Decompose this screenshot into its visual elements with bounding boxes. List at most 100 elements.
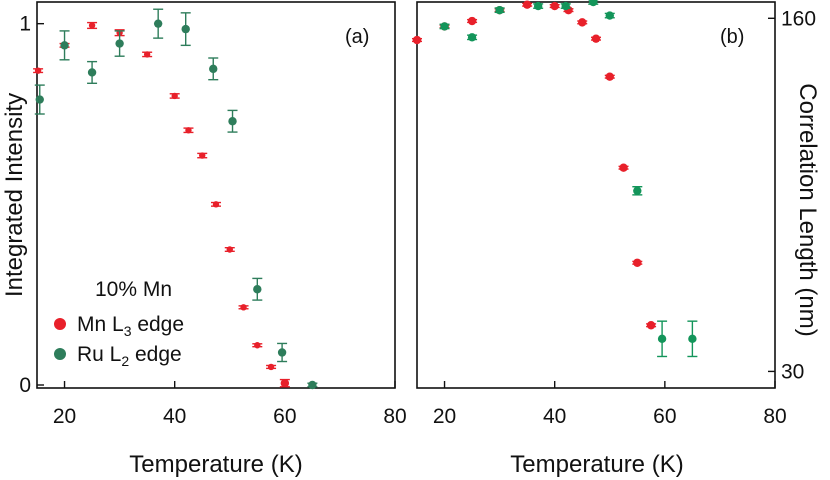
panel-b-mn-point	[604, 72, 615, 81]
marker	[212, 201, 220, 208]
panel-b-ru-point	[632, 186, 643, 196]
panel-a-mn-point	[266, 363, 277, 371]
marker	[181, 24, 190, 34]
panel-b-mn-point	[412, 35, 422, 45]
panel-a-frame	[36, 1, 396, 389]
panel-a-mn-point	[224, 246, 235, 253]
legend-mn-prefix: Mn L	[77, 313, 124, 336]
panel-a-mn-point	[279, 378, 290, 388]
panel-a-ticks: 20 40 60 80 0 1	[19, 13, 406, 428]
marker	[633, 258, 642, 267]
marker	[591, 34, 601, 43]
panel-a-mn-point	[33, 67, 44, 74]
marker	[578, 18, 587, 27]
x-tick-label: 40	[543, 405, 566, 428]
marker	[115, 39, 124, 48]
panel-a-x-axis-label: Temperature (K)	[129, 451, 302, 478]
panel-a-y-axis-label: Integrated Intensity	[1, 93, 28, 297]
marker	[605, 11, 614, 20]
panel-a-mn-point	[252, 342, 263, 349]
y-tick-label: 1	[19, 13, 31, 36]
legend-ru-marker	[54, 348, 66, 360]
marker	[240, 304, 247, 311]
x-tick-label: 60	[653, 405, 676, 428]
panel-a-ru-point	[87, 60, 98, 84]
panel-b-ru-point	[494, 5, 505, 15]
panel-b-ticks: 20 40 60 80 30 160	[433, 7, 816, 428]
panel-b-ru-point	[687, 320, 698, 358]
panel-b-label: (b)	[720, 26, 744, 48]
panel-a-ru-point	[208, 57, 219, 81]
marker	[171, 92, 178, 100]
legend-ru-subscript: 2	[121, 353, 129, 369]
marker	[34, 67, 42, 74]
legend-mn-marker	[54, 318, 66, 330]
panel-a-label: (a)	[345, 26, 369, 48]
marker	[657, 334, 667, 344]
panel-a-ru-point	[307, 380, 318, 390]
panel-b-mn-point	[549, 1, 560, 11]
panel-b-y-axis-label: Correlation Length (nm)	[794, 83, 821, 336]
y-tick-label: 0	[19, 374, 31, 397]
legend-ru-label: Ru L2 edge	[77, 343, 182, 369]
panel-b-points	[412, 0, 698, 358]
panel-a-mn-point	[87, 21, 98, 30]
marker	[35, 95, 44, 104]
marker	[60, 41, 69, 50]
legend: 10% Mn Mn L3 edge Ru L2 edge	[54, 278, 184, 369]
panel-a-ru-point	[59, 30, 70, 61]
legend-mn-subscript: 3	[124, 323, 132, 339]
legend-title: 10% Mn	[95, 278, 172, 301]
panel-a-points	[33, 8, 318, 390]
x-tick-label: 80	[383, 405, 406, 428]
panel-b-ru-point	[604, 11, 615, 20]
legend-mn-label: Mn L3 edge	[77, 313, 184, 339]
marker	[253, 285, 262, 294]
marker	[533, 1, 543, 11]
panel-a: (a) Temperature (K) Integrated Intensity…	[1, 1, 407, 478]
legend-ru-prefix: Ru L	[77, 343, 121, 366]
panel-b-mn-point	[632, 258, 643, 267]
marker	[143, 51, 151, 58]
marker	[254, 342, 261, 349]
x-tick-label: 20	[433, 405, 456, 428]
marker	[267, 363, 275, 371]
marker	[153, 19, 163, 28]
marker	[308, 380, 317, 390]
panel-a-ru-point	[114, 30, 125, 57]
panel-b-mn-point	[591, 34, 601, 43]
marker	[87, 68, 97, 77]
panel-a-mn-point	[169, 92, 180, 100]
y-tick-label: 30	[781, 360, 804, 383]
panel-a-ru-point	[34, 84, 45, 115]
marker	[688, 334, 697, 344]
panel-b: (b) Temperature (K) Correlation Length (…	[412, 0, 821, 478]
marker	[88, 22, 96, 29]
marker	[605, 72, 614, 81]
x-tick-label: 40	[163, 405, 186, 428]
panel-b-ru-point	[533, 1, 544, 11]
marker	[522, 0, 532, 9]
panel-b-ru-point	[439, 22, 450, 31]
panel-a-ru-point	[277, 342, 288, 363]
panel-a-mn-point	[211, 201, 221, 208]
marker	[199, 152, 206, 159]
marker	[412, 35, 422, 45]
panel-b-mn-point	[467, 16, 478, 26]
panel-a-ru-point	[227, 109, 238, 133]
marker	[646, 321, 656, 330]
panel-b-mn-point	[618, 163, 629, 172]
panel-b-ru-point	[657, 320, 668, 358]
marker	[619, 163, 628, 172]
marker	[495, 5, 504, 15]
y-tick-label: 160	[781, 7, 816, 30]
legend-ru-suffix: edge	[129, 343, 182, 366]
legend-mn-suffix: edge	[131, 313, 184, 336]
panel-b-ru-point	[560, 1, 571, 11]
panel-a-mn-point	[142, 51, 153, 58]
panel-a-ru-point	[153, 8, 164, 39]
marker	[467, 33, 477, 42]
marker	[209, 64, 218, 74]
marker	[280, 378, 290, 388]
